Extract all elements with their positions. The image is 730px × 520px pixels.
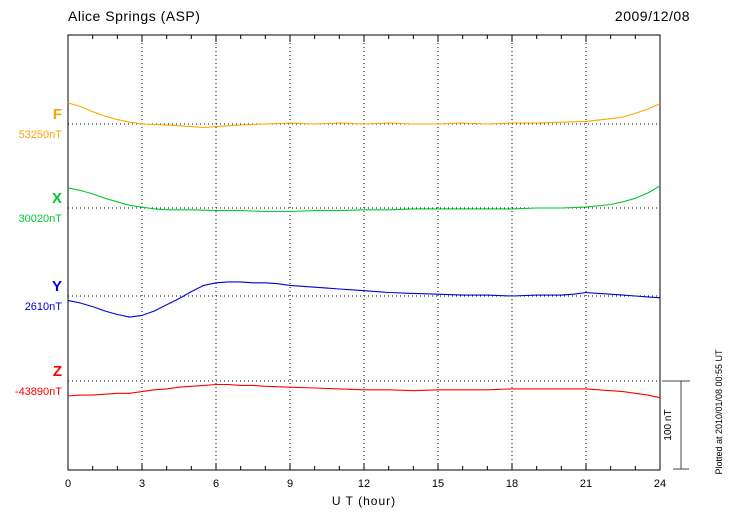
x-tick-label: 9 — [287, 478, 293, 490]
plotted-at-note: Plotted at 2010/01/08 00:55 UT — [714, 349, 724, 475]
trace-X — [67, 185, 661, 213]
scale-bar-label: 100 nT — [663, 409, 674, 440]
x-tick-label: 24 — [654, 478, 666, 490]
baseline-value-Y: 2610nT — [25, 301, 63, 313]
component-label-F: F — [53, 106, 62, 123]
baseline-value-Z: -43890nT — [15, 386, 62, 398]
component-label-Z: Z — [53, 363, 62, 380]
component-label-Y: Y — [52, 278, 62, 295]
x-tick-label: 15 — [432, 478, 444, 490]
x-tick-label: 21 — [580, 478, 592, 490]
x-tick-label: 6 — [213, 478, 219, 490]
station-title: Alice Springs (ASP) — [68, 8, 201, 24]
date-label: 2009/12/08 — [614, 8, 690, 24]
trace-Y — [67, 281, 661, 318]
x-tick-label: 12 — [358, 478, 370, 490]
baseline-value-F: 53250nT — [19, 129, 63, 141]
x-axis-title: U T (hour) — [331, 494, 397, 508]
trace-Z — [67, 383, 661, 399]
plot-border — [67, 34, 661, 471]
component-label-X: X — [52, 190, 62, 207]
x-tick-label: 3 — [139, 478, 145, 490]
baseline-value-X: 30020nT — [19, 213, 63, 225]
x-tick-label: 18 — [506, 478, 518, 490]
trace-F — [67, 102, 661, 129]
x-tick-label: 0 — [65, 478, 71, 490]
